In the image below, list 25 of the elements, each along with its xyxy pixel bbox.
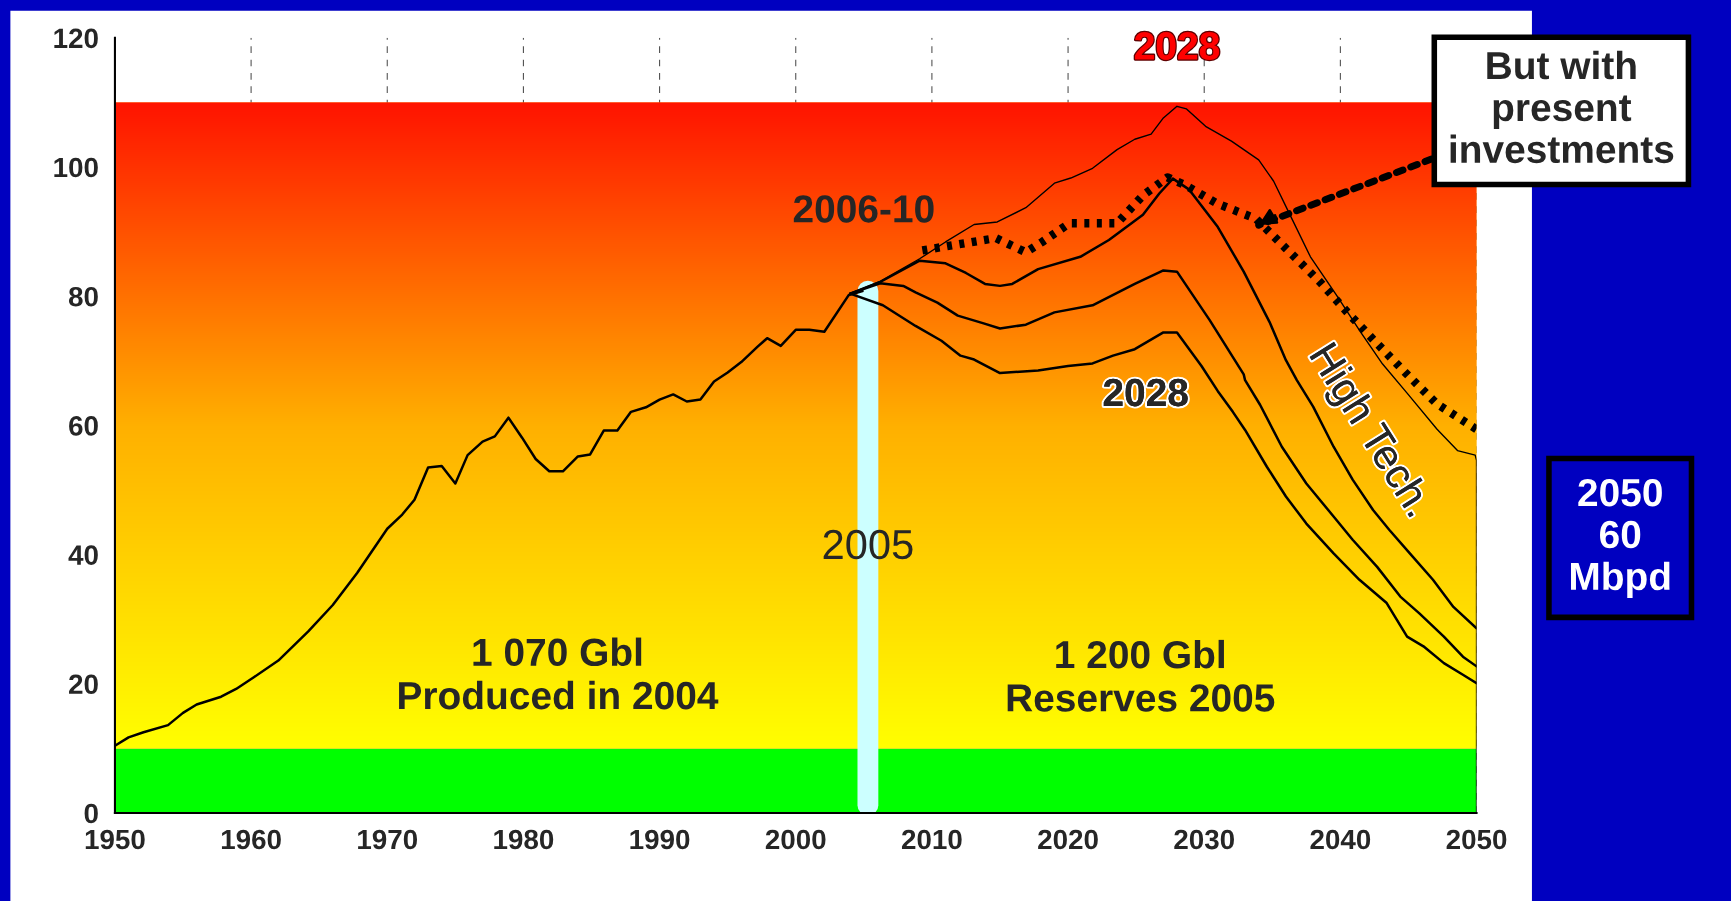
annotation: 2028: [1103, 378, 1188, 407]
annotation: But with present investments: [1450, 50, 1674, 164]
y-tick-label: 0: [84, 803, 98, 824]
x-tick-label: 2050: [1446, 829, 1507, 850]
x-tick-label: 1970: [358, 829, 418, 850]
y-tick-label: 100: [54, 157, 98, 178]
text: 2050 60 Mbpd: [1570, 478, 1670, 598]
x-tick-label: 1950: [85, 829, 145, 850]
x-tick-label: 2030: [1174, 829, 1234, 850]
annotation: 1 070 Gbl Produced in 2004: [399, 637, 719, 710]
x-tick-label: 2040: [1310, 829, 1371, 850]
x-tick-label: 1990: [630, 829, 690, 850]
y-tick-label: 20: [69, 674, 98, 695]
annotation: 2028: [1135, 32, 1220, 60]
y-tick-label: 60: [69, 416, 98, 436]
x-tick-label: 2010: [901, 829, 962, 850]
x-tick-label: 2000: [765, 829, 826, 850]
y-tick-label: 80: [68, 286, 98, 307]
annotation: 2006-10: [793, 195, 934, 223]
x-tick-label: 2020: [1038, 829, 1098, 850]
x-tick-label: 1960: [221, 829, 281, 850]
annotation: 1 200 Gbl Reserves 2005: [1007, 639, 1275, 712]
y-tick-label: 40: [68, 545, 98, 565]
y-tick-label: 120: [54, 28, 98, 49]
x-tick-label: 1980: [494, 829, 554, 850]
